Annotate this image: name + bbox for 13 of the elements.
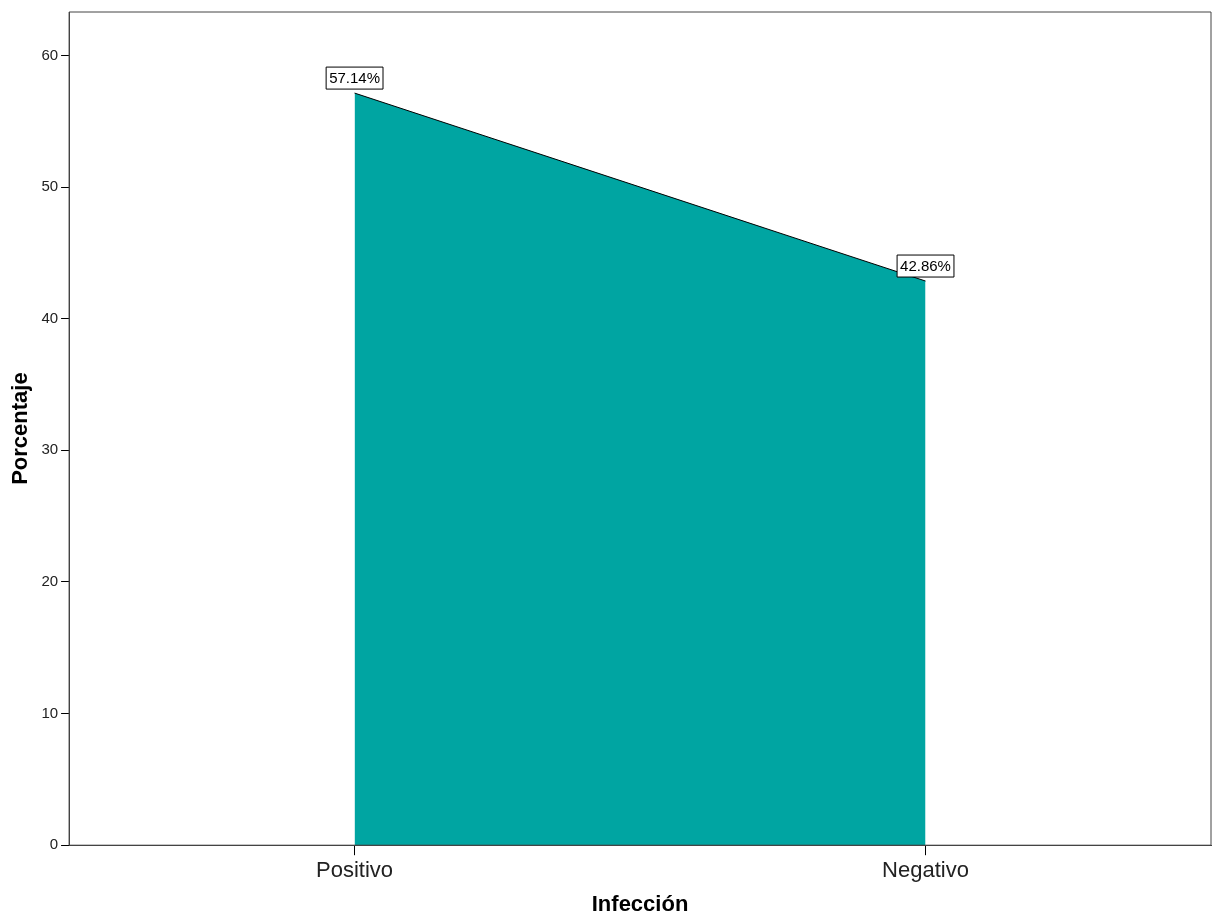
y-tick-label: 30: [41, 440, 59, 458]
data-label: 42.86%: [900, 257, 951, 275]
y-tick-label: 10: [41, 703, 59, 721]
data-label: 57.14%: [329, 69, 380, 87]
y-tick-label: 40: [41, 308, 59, 326]
y-tick-label: 60: [41, 45, 59, 63]
y-axis-title: Porcentaje: [7, 372, 33, 485]
x-tick-label: Negativo: [882, 857, 969, 883]
y-tick-label: 20: [41, 572, 59, 590]
y-tick-label: 50: [41, 177, 59, 195]
x-tick-label: Positivo: [316, 857, 394, 883]
y-tick-label: 0: [49, 835, 59, 853]
x-axis-title: Infección: [591, 890, 689, 916]
